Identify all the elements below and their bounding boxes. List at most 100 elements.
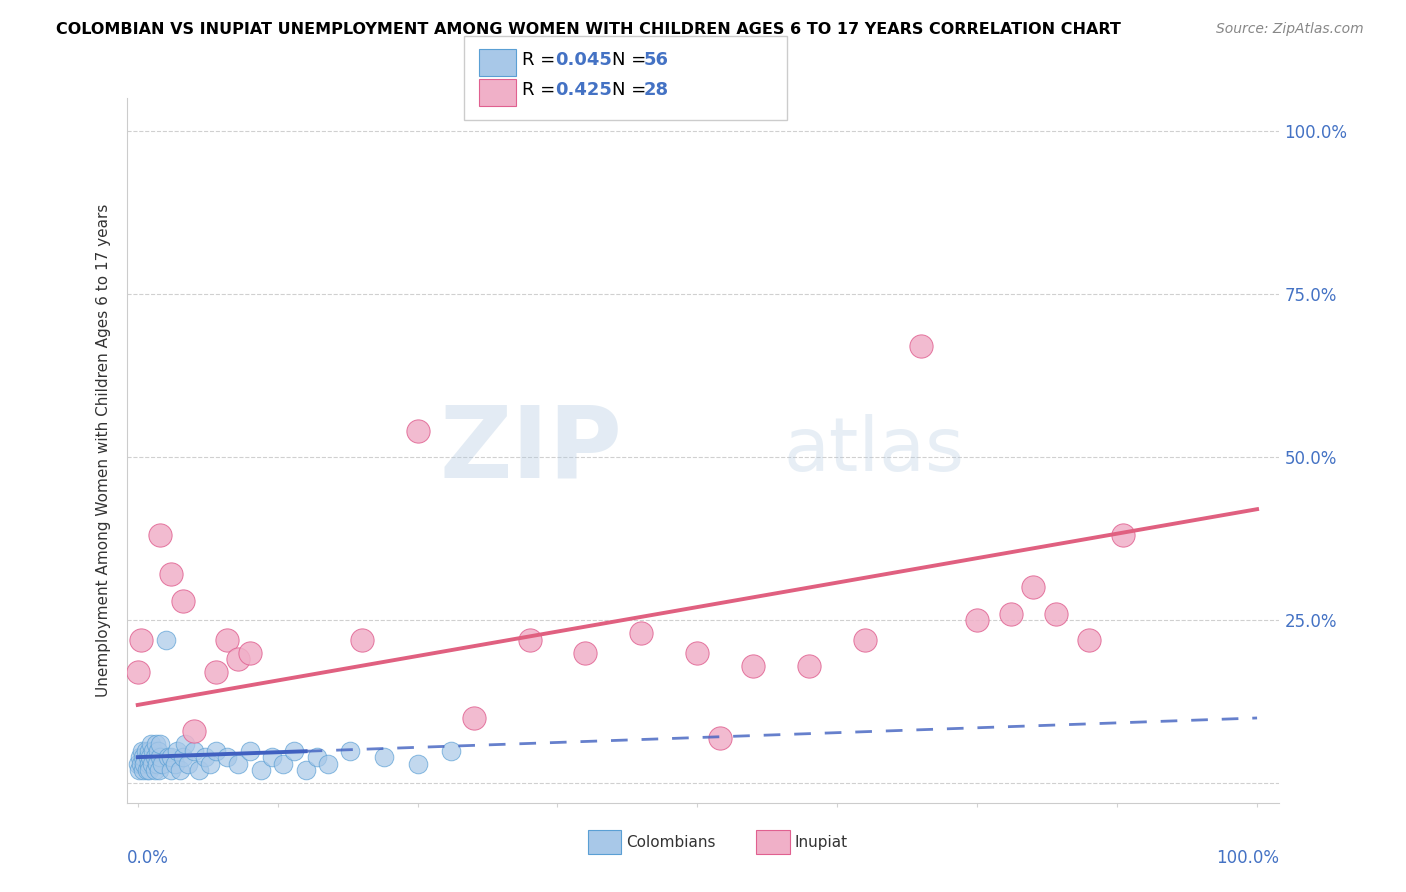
Point	[966, 613, 988, 627]
Text: R =: R =	[522, 81, 561, 99]
Point	[406, 756, 429, 771]
Point	[136, 750, 159, 764]
Point	[129, 750, 152, 764]
Text: ZIP: ZIP	[440, 402, 623, 499]
Point	[146, 743, 169, 757]
Point	[294, 763, 316, 777]
Point	[150, 756, 173, 771]
Text: 0.045: 0.045	[555, 51, 612, 69]
Text: R =: R =	[522, 51, 561, 69]
Point	[138, 743, 160, 757]
Point	[132, 763, 155, 777]
Point	[271, 756, 294, 771]
Point	[1045, 607, 1067, 621]
Point	[188, 763, 211, 777]
Point	[799, 658, 821, 673]
Point	[519, 632, 541, 647]
Point	[149, 737, 172, 751]
Point	[373, 750, 395, 764]
Point	[686, 646, 709, 660]
Point	[177, 756, 200, 771]
Point	[305, 750, 328, 764]
Point	[853, 632, 876, 647]
Point	[142, 743, 165, 757]
Text: N =: N =	[612, 81, 651, 99]
Text: atlas: atlas	[783, 414, 965, 487]
Point	[173, 737, 195, 751]
Text: 100.0%: 100.0%	[1216, 848, 1279, 867]
Point	[205, 743, 228, 757]
Point	[1078, 632, 1101, 647]
Point	[250, 763, 273, 777]
Point	[145, 756, 167, 771]
Text: Source: ZipAtlas.com: Source: ZipAtlas.com	[1216, 22, 1364, 37]
Point	[217, 632, 239, 647]
Text: N =: N =	[612, 51, 651, 69]
Point	[138, 756, 160, 771]
Y-axis label: Unemployment Among Women with Children Ages 6 to 17 years: Unemployment Among Women with Children A…	[96, 203, 111, 698]
Point	[217, 750, 239, 764]
Point	[200, 756, 222, 771]
Point	[143, 750, 166, 764]
Point	[239, 743, 262, 757]
Point	[166, 743, 188, 757]
Point	[135, 743, 157, 757]
Point	[205, 665, 228, 680]
Point	[129, 632, 152, 647]
Point	[742, 658, 765, 673]
Point	[127, 665, 149, 680]
Point	[260, 750, 283, 764]
Text: COLOMBIAN VS INUPIAT UNEMPLOYMENT AMONG WOMEN WITH CHILDREN AGES 6 TO 17 YEARS C: COLOMBIAN VS INUPIAT UNEMPLOYMENT AMONG …	[56, 22, 1121, 37]
Point	[163, 756, 186, 771]
Point	[1000, 607, 1022, 621]
Point	[194, 750, 217, 764]
Point	[160, 567, 183, 582]
Point	[339, 743, 361, 757]
Text: 28: 28	[644, 81, 669, 99]
Point	[1112, 528, 1135, 542]
Point	[139, 750, 162, 764]
Point	[148, 763, 170, 777]
Text: 0.0%: 0.0%	[127, 848, 169, 867]
Point	[141, 737, 163, 751]
Text: 56: 56	[644, 51, 669, 69]
Point	[169, 763, 191, 777]
Text: Colombians: Colombians	[626, 835, 716, 849]
Point	[283, 743, 305, 757]
Point	[183, 743, 205, 757]
Point	[132, 750, 155, 764]
Point	[128, 763, 150, 777]
Point	[1022, 581, 1045, 595]
Point	[156, 750, 179, 764]
Point	[141, 756, 163, 771]
Point	[134, 756, 156, 771]
Point	[630, 626, 652, 640]
Point	[709, 731, 731, 745]
Point	[135, 763, 157, 777]
Point	[172, 750, 194, 764]
Point	[149, 750, 172, 764]
Point	[910, 339, 932, 353]
Point	[172, 593, 194, 607]
Point	[316, 756, 339, 771]
Point	[155, 632, 177, 647]
Point	[440, 743, 463, 757]
Point	[145, 737, 167, 751]
Point	[138, 763, 160, 777]
Point	[143, 763, 166, 777]
Point	[149, 528, 172, 542]
Point	[406, 424, 429, 438]
Point	[574, 646, 596, 660]
Point	[350, 632, 373, 647]
Point	[239, 646, 262, 660]
Point	[127, 756, 149, 771]
Text: Inupiat: Inupiat	[794, 835, 848, 849]
Point	[160, 763, 183, 777]
Point	[183, 724, 205, 739]
Text: 0.425: 0.425	[555, 81, 612, 99]
Point	[228, 756, 250, 771]
Point	[228, 652, 250, 666]
Point	[129, 756, 152, 771]
Point	[160, 750, 183, 764]
Point	[463, 711, 485, 725]
